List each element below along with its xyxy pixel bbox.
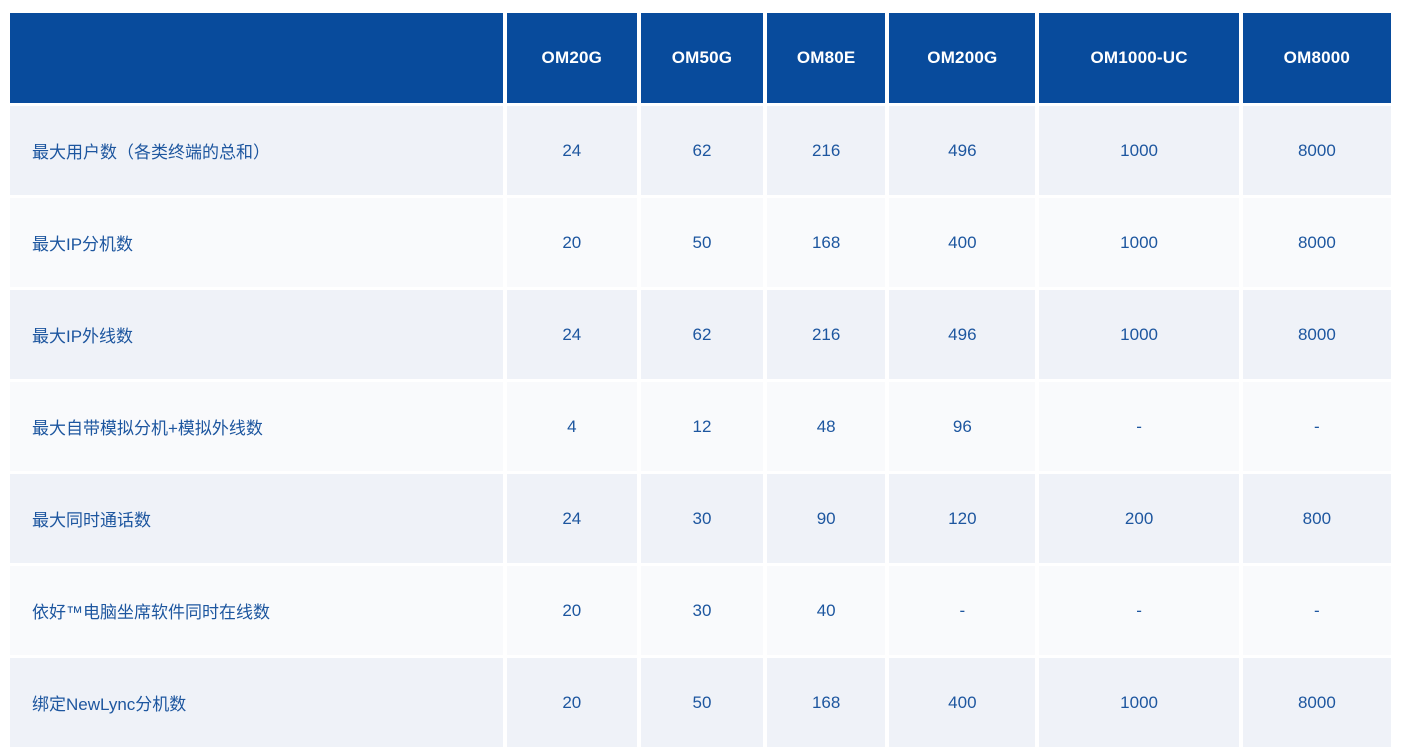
value-cell: 20 [506,658,637,747]
value-cell: 1000 [1039,106,1239,195]
value-cell: 496 [889,290,1036,379]
header-col-om1000uc: OM1000-UC [1039,13,1239,103]
value-cell: - [1242,382,1391,471]
value-cell: 50 [640,658,764,747]
value-cell: 62 [640,106,764,195]
header-col-om50g: OM50G [640,13,764,103]
header-row: OM20G OM50G OM80E OM200G OM1000-UC OM800… [10,13,1391,103]
value-cell: 200 [1039,474,1239,563]
value-cell: 50 [640,198,764,287]
value-cell: 24 [506,106,637,195]
value-cell: 4 [506,382,637,471]
value-cell: 20 [506,198,637,287]
header-col-om8000: OM8000 [1242,13,1391,103]
value-cell: 496 [889,106,1036,195]
header-col-om80e: OM80E [767,13,886,103]
value-cell: 1000 [1039,290,1239,379]
table-row: 最大用户数（各类终端的总和） 24 62 216 496 1000 8000 [10,106,1391,195]
value-cell: 120 [889,474,1036,563]
value-cell: 20 [506,566,637,655]
row-label: 绑定NewLync分机数 [10,658,503,747]
spec-table-header: OM20G OM50G OM80E OM200G OM1000-UC OM800… [10,13,1391,103]
row-label: 依好™电脑坐席软件同时在线数 [10,566,503,655]
value-cell: 8000 [1242,106,1391,195]
table-row: 最大IP分机数 20 50 168 400 1000 8000 [10,198,1391,287]
row-label: 最大IP外线数 [10,290,503,379]
value-cell: 62 [640,290,764,379]
value-cell: 40 [767,566,886,655]
value-cell: 24 [506,474,637,563]
value-cell: 800 [1242,474,1391,563]
product-spec-table: OM20G OM50G OM80E OM200G OM1000-UC OM800… [6,10,1395,750]
value-cell: 400 [889,198,1036,287]
value-cell: 168 [767,658,886,747]
value-cell: 90 [767,474,886,563]
value-cell: 8000 [1242,658,1391,747]
table-row: 依好™电脑坐席软件同时在线数 20 30 40- - - [10,566,1391,655]
header-col-om200g: OM200G [889,13,1036,103]
value-cell: 400 [889,658,1036,747]
value-cell: 30 [640,566,764,655]
value-cell: - [889,566,1036,655]
header-corner-cell [10,13,503,103]
row-label: 最大用户数（各类终端的总和） [10,106,503,195]
value-cell: 8000 [1242,198,1391,287]
value-cell: 30 [640,474,764,563]
value-cell: 1000 [1039,658,1239,747]
value-cell: 8000 [1242,290,1391,379]
value-cell: 12 [640,382,764,471]
table-row: 最大同时通话数 24 30 90 120 200 800 [10,474,1391,563]
value-cell: 24 [506,290,637,379]
value-cell: 168 [767,198,886,287]
value-cell: - [1039,382,1239,471]
value-cell: 96 [889,382,1036,471]
row-label: 最大自带模拟分机+模拟外线数 [10,382,503,471]
value-cell: - [1242,566,1391,655]
value-cell: 216 [767,290,886,379]
value-cell: - [1039,566,1239,655]
row-label: 最大IP分机数 [10,198,503,287]
table-row: 最大IP外线数 24 62 216 496 1000 8000 [10,290,1391,379]
header-col-om20g: OM20G [506,13,637,103]
value-cell: 1000 [1039,198,1239,287]
value-cell: 216 [767,106,886,195]
row-label: 最大同时通话数 [10,474,503,563]
value-cell: 48 [767,382,886,471]
spec-table-body: 最大用户数（各类终端的总和） 24 62 216 496 1000 8000 最大IP分机数 2… [10,106,1391,747]
table-row: 绑定NewLync分机数 20 50 168 400 1000 8000 [10,658,1391,747]
table-row: 最大自带模拟分机+模拟外线数 4 12 48 96- - [10,382,1391,471]
